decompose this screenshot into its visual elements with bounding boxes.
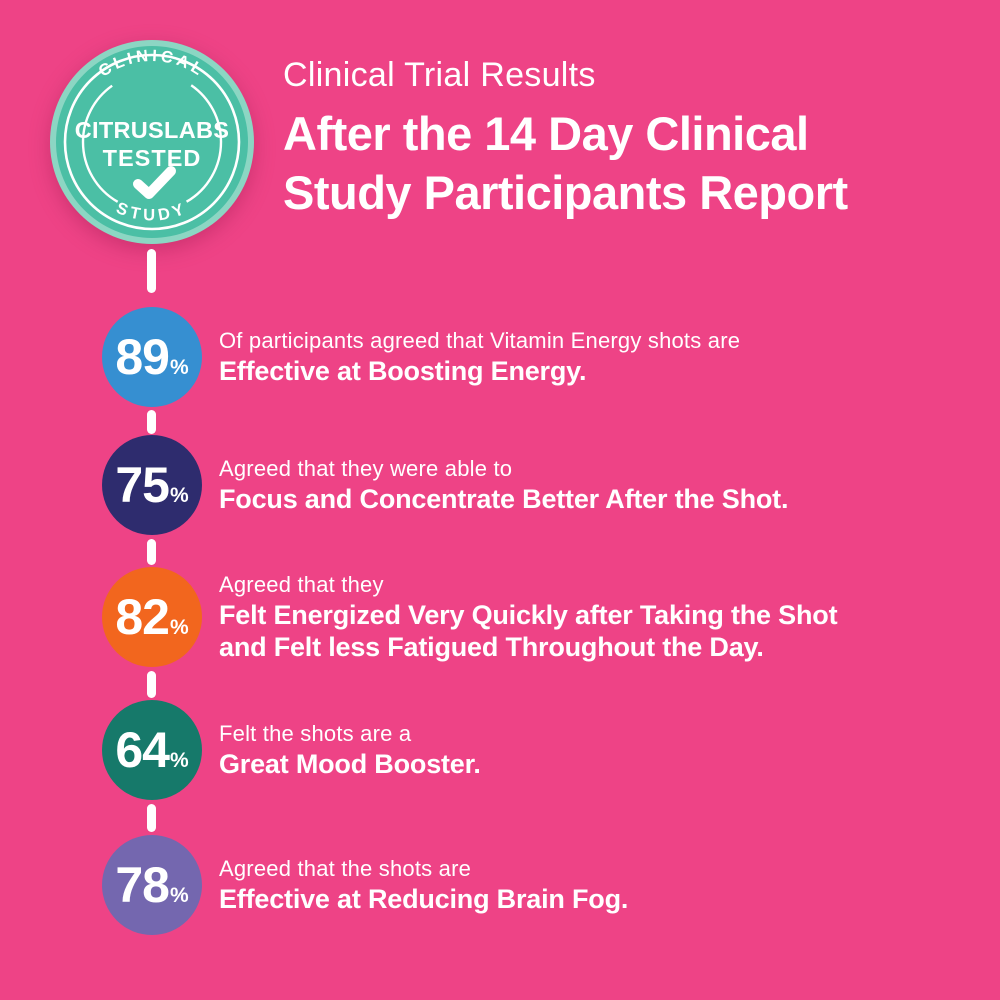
stat-text-block: Agreed that the shots are Effective at Re… bbox=[219, 855, 628, 915]
badge-center-line1: CITRUSLABS bbox=[75, 117, 229, 143]
stat-text-block: Agreed that they were able to Focus and C… bbox=[219, 455, 788, 515]
stat-line-bold: Effective at Reducing Brain Fog. bbox=[219, 884, 629, 914]
stat-percent-sign: % bbox=[169, 356, 189, 379]
stat-row: 64% Felt the shots are a Great Mood Booste… bbox=[102, 700, 481, 800]
stat-circle: 78% bbox=[102, 835, 202, 935]
stat-circle: 64% bbox=[102, 700, 202, 800]
stat-row: 75% Agreed that they were able to Focus an… bbox=[102, 435, 788, 535]
stat-value: 64 bbox=[115, 722, 170, 778]
stat-row: 78% Agreed that the shots are Effective at… bbox=[102, 835, 628, 935]
stat-value: 82 bbox=[115, 589, 170, 645]
header: Clinical Trial Results After the 14 Day … bbox=[283, 56, 973, 222]
checkmark-icon bbox=[133, 166, 176, 199]
badge-inner-arcs bbox=[81, 71, 223, 213]
badge-seal-icon: CLINICAL STUDY CITRUSLABS TESTED bbox=[50, 40, 254, 244]
stat-text-block: Agreed that they Felt Energized Very Quic… bbox=[219, 571, 838, 663]
stat-value: 75 bbox=[115, 457, 170, 513]
stat-row: 89% Of participants agreed that Vitamin E… bbox=[102, 307, 740, 407]
page-title-line1: After the 14 Day Clinical bbox=[283, 107, 809, 160]
stat-line-bold: Great Mood Booster. bbox=[219, 749, 481, 779]
stat-value: 78 bbox=[115, 857, 170, 913]
stat-line-bold: and Felt less Fatigued Throughout the Da… bbox=[219, 632, 764, 662]
connector-dash bbox=[147, 249, 156, 293]
stat-percent-sign: % bbox=[169, 616, 189, 639]
stat-line-regular: Agreed that the shots are bbox=[219, 856, 472, 881]
stat-text-block: Of participants agreed that Vitamin Ener… bbox=[219, 327, 740, 387]
stat-percent-sign: % bbox=[169, 484, 189, 507]
badge-outer-ring bbox=[63, 53, 241, 231]
stat-percent-sign: % bbox=[169, 749, 189, 772]
connector-dash bbox=[147, 804, 156, 832]
citruslabs-badge: CLINICAL STUDY CITRUSLABS TESTED bbox=[48, 38, 256, 246]
connector-dash bbox=[147, 539, 156, 565]
connector-dash bbox=[147, 410, 156, 434]
connector-dash bbox=[147, 671, 156, 698]
header-eyebrow: Clinical Trial Results bbox=[283, 56, 596, 94]
stat-line-regular: Felt the shots are a bbox=[219, 721, 412, 746]
stat-line-bold: Felt Energized Very Quickly after Taking… bbox=[219, 600, 838, 630]
stat-row: 82% Agreed that they Felt Energized Very Q… bbox=[102, 567, 838, 667]
stat-circle: 89% bbox=[102, 307, 202, 407]
page-title-line2: Study Participants Report bbox=[283, 166, 848, 219]
badge-center-line2: TESTED bbox=[103, 145, 202, 171]
stat-percent-sign: % bbox=[169, 884, 189, 907]
stat-circle: 75% bbox=[102, 435, 202, 535]
stat-line-bold: Focus and Concentrate Better After the S… bbox=[219, 484, 789, 514]
stat-text-block: Felt the shots are a Great Mood Booster. bbox=[219, 720, 481, 780]
stat-circle: 82% bbox=[102, 567, 202, 667]
stat-line-bold: Effective at Boosting Energy. bbox=[219, 356, 587, 386]
stat-line-regular: Agreed that they bbox=[219, 572, 384, 597]
stat-line-regular: Agreed that they were able to bbox=[219, 456, 513, 481]
stat-value: 89 bbox=[115, 329, 170, 385]
stat-line-regular: Of participants agreed that Vitamin Ener… bbox=[219, 328, 741, 353]
